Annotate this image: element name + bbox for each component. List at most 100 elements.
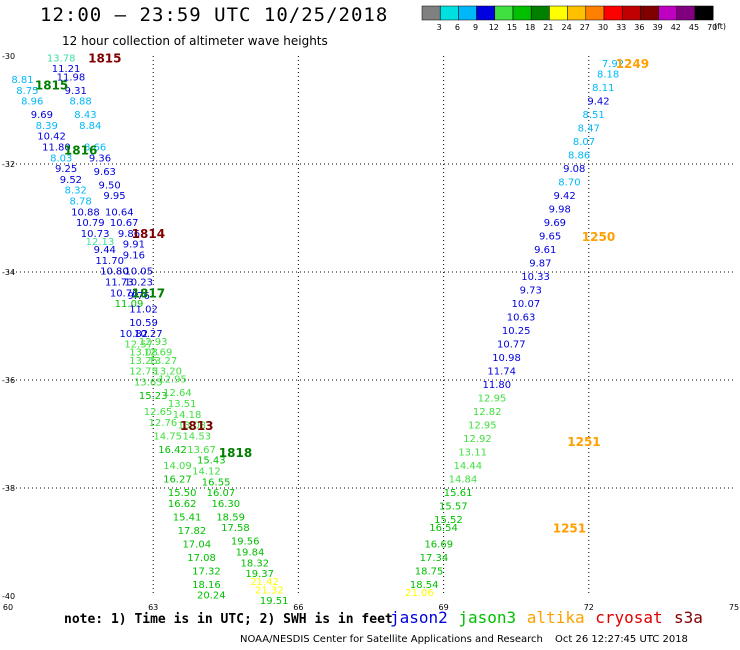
wave-height-point: 13.78 xyxy=(47,53,76,64)
wave-height-point: 12.65 xyxy=(144,407,173,418)
pass-time-label: 1251 xyxy=(567,435,600,449)
wave-height-point: 9.98 xyxy=(549,205,571,216)
wave-height-point: 9.63 xyxy=(94,167,116,178)
wave-height-point: 10.98 xyxy=(492,353,521,364)
wave-height-point: 10.59 xyxy=(129,318,158,329)
pass-time-label: 1816 xyxy=(64,144,97,158)
wave-height-point: 21.32 xyxy=(255,585,284,596)
wave-height-point: 8.51 xyxy=(583,110,605,121)
wave-height-point: 10.82 xyxy=(120,329,149,340)
scale-swatch xyxy=(530,5,550,21)
scale-tick-label: 24 xyxy=(562,23,572,32)
wave-height-point: 9.76 xyxy=(128,291,150,302)
wave-height-point: 13.03 xyxy=(178,421,207,432)
wave-height-point: 8.03 xyxy=(50,153,72,164)
scale-tick-label: 6 xyxy=(455,23,460,32)
scale-tick-label: 30 xyxy=(598,23,608,32)
wave-height-point: 16.54 xyxy=(429,523,458,534)
wave-height-point: 11.80 xyxy=(483,380,512,391)
wave-height-point: 19.37 xyxy=(245,569,274,580)
wave-height-point: 9.42 xyxy=(553,191,575,202)
wave-height-point: 12.57 xyxy=(124,340,153,351)
wave-height-point: 11.70 xyxy=(95,256,124,267)
wave-height-point: 9.50 xyxy=(99,180,121,191)
wave-height-point: 18.16 xyxy=(192,580,221,591)
wave-height-point: 18.54 xyxy=(410,580,439,591)
wave-height-point: 14.53 xyxy=(182,431,211,442)
wave-height-point: 18.32 xyxy=(241,558,270,569)
wave-height-point: 9.86 xyxy=(118,229,140,240)
wave-height-point: 12.82 xyxy=(473,407,502,418)
wave-height-point: 9.31 xyxy=(65,86,87,97)
scale-swatch xyxy=(549,5,568,21)
scale-swatch xyxy=(494,5,514,21)
wave-height-point: 8.47 xyxy=(578,124,600,135)
wave-height-point: 10.88 xyxy=(71,207,100,218)
wave-height-point: 11.80 xyxy=(42,143,71,154)
wave-height-point: 13.65 xyxy=(134,377,163,388)
wave-height-point: 9.69 xyxy=(544,218,566,229)
wave-height-point: 8.78 xyxy=(69,197,91,208)
pass-time-label: 1251 xyxy=(553,522,586,536)
x-tick-label: 72 xyxy=(584,603,594,612)
wave-height-point: 16.55 xyxy=(202,477,231,488)
scale-swatch xyxy=(421,5,441,21)
color-scale-legend: 3 6 9 12 15 18 21 24 27 30 33 36 39 42 45 70 xyxy=(421,5,717,32)
wave-height-point: 8.84 xyxy=(79,121,101,132)
wave-height-point: 11.09 xyxy=(115,299,144,310)
scale-swatch xyxy=(658,5,678,21)
wave-height-point: 11.98 xyxy=(57,72,86,83)
wave-height-point: 8.43 xyxy=(74,110,96,121)
wave-height-point: 12.69 xyxy=(144,348,173,359)
wave-height-point: 16.42 xyxy=(158,445,187,456)
wave-height-point: 16.27 xyxy=(163,475,192,486)
scale-tick-label: 12 xyxy=(489,23,499,32)
wave-height-point: 8.81 xyxy=(11,75,33,86)
scale-tick-label: 18 xyxy=(525,23,535,32)
scale-swatch xyxy=(567,5,587,21)
wave-height-point: 14.12 xyxy=(192,467,221,478)
scale-swatch xyxy=(676,5,696,21)
wave-height-point: 12.93 xyxy=(139,337,168,348)
wave-height-point: 18.75 xyxy=(415,566,444,577)
pass-time-label: 1813 xyxy=(180,419,213,433)
x-tick-label: 75 xyxy=(729,603,739,612)
scale-tick-label: 9 xyxy=(473,23,478,32)
wave-height-point: 10.77 xyxy=(497,340,526,351)
scale-tick-label: 27 xyxy=(580,23,590,32)
wave-height-point: 12.13 xyxy=(86,237,115,248)
wave-height-point: 19.56 xyxy=(231,537,260,548)
wave-height-point: 15.41 xyxy=(173,512,202,523)
wave-height-point: 10.64 xyxy=(105,207,134,218)
wave-height-point: 14.09 xyxy=(163,461,192,472)
wave-height-point: 10.33 xyxy=(521,272,550,283)
scale-swatch xyxy=(458,5,477,21)
wave-height-point: 14.18 xyxy=(173,410,202,421)
wave-height-point: 8.07 xyxy=(573,137,595,148)
wave-height-point: 9.69 xyxy=(31,110,53,121)
scale-swatch xyxy=(603,5,623,21)
satellite-legend-item: s3a xyxy=(674,608,703,627)
pass-time-label: 1815 xyxy=(88,52,121,66)
wave-height-point: 8.11 xyxy=(592,83,614,94)
scale-tick-label: 42 xyxy=(671,23,681,32)
y-tick-label: -30 xyxy=(2,52,15,61)
credits-text: NOAA/NESDIS Center for Satellite Applica… xyxy=(240,634,543,645)
wave-height-point: 19.84 xyxy=(236,548,265,559)
wave-height-point: 12.64 xyxy=(163,388,192,399)
scale-swatch xyxy=(439,5,459,21)
wave-height-point: 16.62 xyxy=(168,499,197,510)
wave-height-point: 14.84 xyxy=(449,475,478,486)
wave-height-point: 11.02 xyxy=(129,305,158,316)
wave-height-point: 9.52 xyxy=(60,175,82,186)
scale-tick-label: 39 xyxy=(653,23,663,32)
wave-height-point: 15.57 xyxy=(439,502,468,513)
wave-height-point: 8.18 xyxy=(597,70,619,81)
y-tick-label: -40 xyxy=(2,592,15,601)
wave-height-point: 8.66 xyxy=(84,143,106,154)
wave-height-point: 9.25 xyxy=(55,164,77,175)
pass-time-label: 1817 xyxy=(132,287,165,301)
wave-height-point: 20.24 xyxy=(197,591,226,602)
